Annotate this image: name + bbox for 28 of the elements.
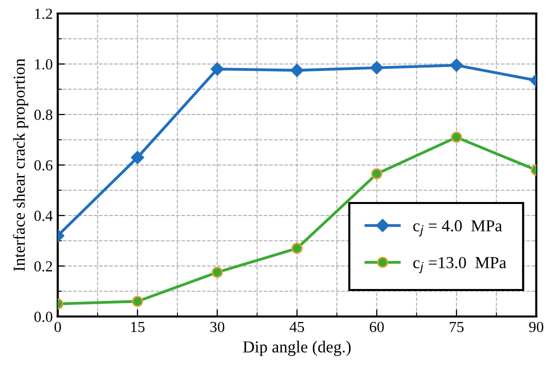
x-tick-label: 90 — [529, 322, 544, 332]
point — [132, 296, 144, 307]
x-tick-label: 15 — [131, 322, 145, 332]
point — [371, 168, 382, 180]
x-tick-label: 30 — [210, 322, 224, 332]
y-tick-label: 0.8 — [34, 110, 52, 120]
y-tick-label: 1.2 — [35, 8, 52, 20]
x-tick-label: 45 — [290, 322, 304, 332]
x-axis-title: Dip angle (deg.) — [243, 340, 351, 356]
point — [130, 150, 144, 164]
y-tick-label: 1.0 — [35, 59, 52, 70]
point — [450, 58, 464, 72]
legend-label: c$_{j}$ = 4.0 MPa — [413, 220, 502, 236]
legend-label: c$_{j}$ =13.0 MPa — [413, 257, 506, 274]
y-tick-label: 0.2 — [34, 261, 52, 272]
x-tick-label: 60 — [370, 322, 384, 332]
point — [370, 61, 384, 74]
x-tick-label: 0 — [54, 322, 61, 332]
y-tick-label: 0.4 — [34, 210, 53, 222]
point — [210, 62, 224, 76]
point — [290, 64, 304, 77]
y-tick-label: 0.6 — [34, 160, 52, 171]
y-axis-title: Interface shear crack proportion — [12, 58, 28, 272]
y-tick-label: 0.0 — [34, 312, 52, 322]
point — [291, 242, 303, 254]
point — [212, 266, 223, 278]
x-tick-label: 75 — [450, 322, 464, 332]
point — [450, 132, 462, 143]
